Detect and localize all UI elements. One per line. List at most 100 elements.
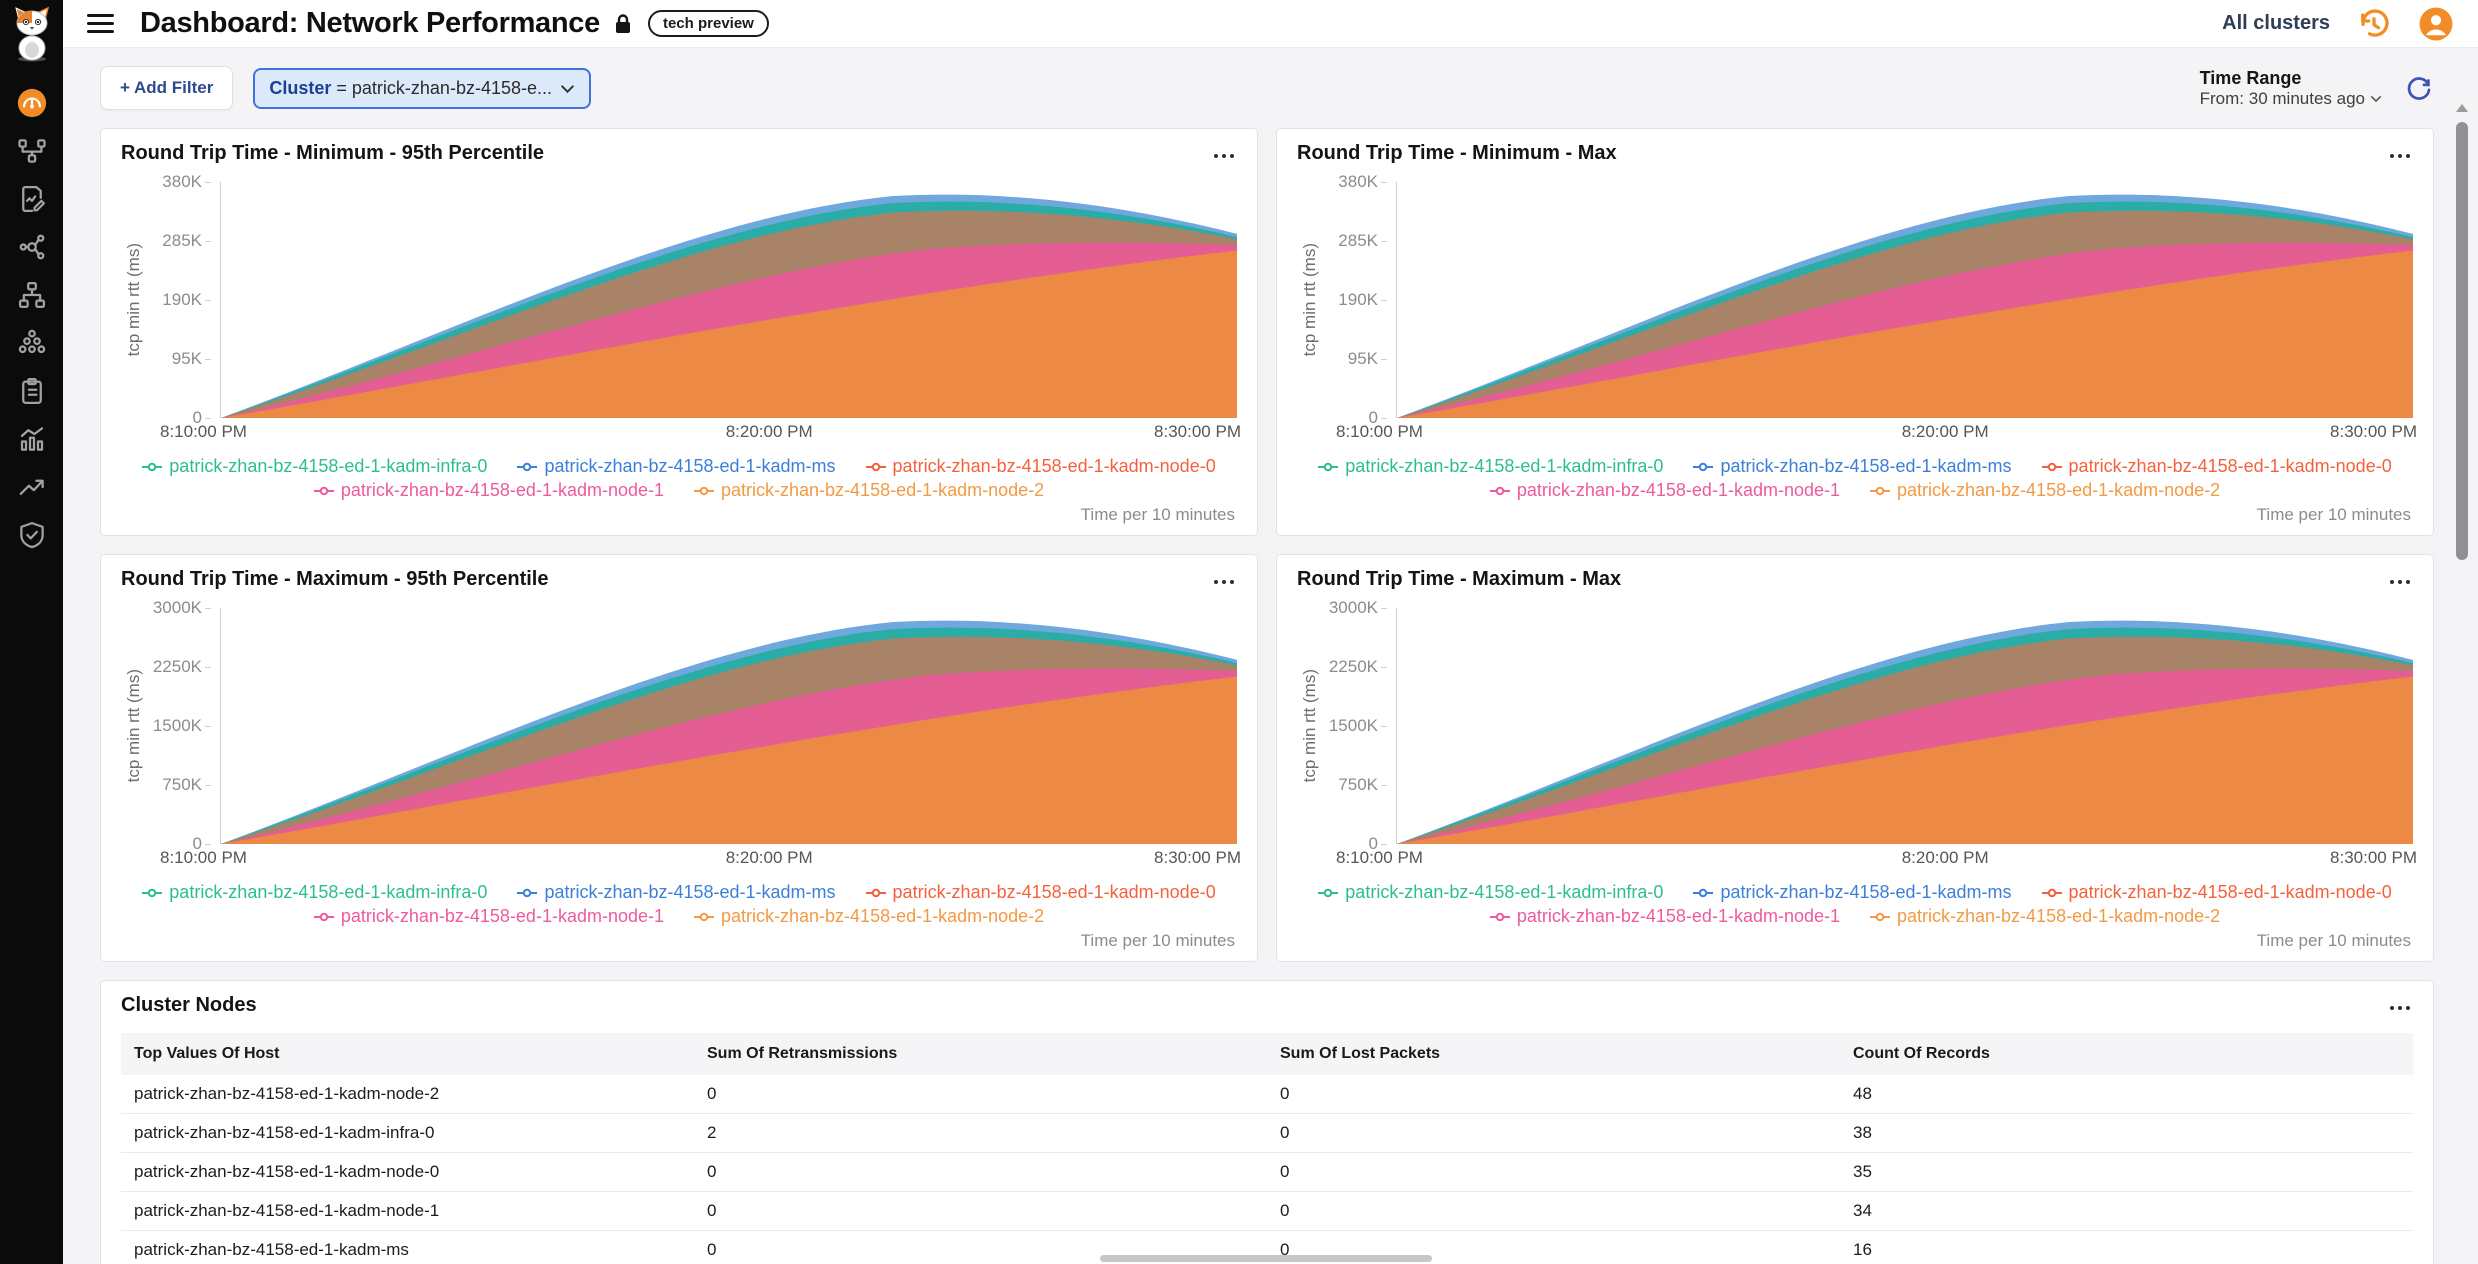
cluster-filter-chip[interactable]: Cluster = patrick-zhan-bz-4158-e...: [253, 67, 591, 109]
area-chart-plot[interactable]: [1396, 182, 2413, 418]
legend-item[interactable]: patrick-zhan-bz-4158-ed-1-kadm-node-1: [313, 906, 664, 927]
time-range-value[interactable]: From: 30 minutes ago: [2200, 89, 2382, 109]
page-title: Dashboard: Network Performance: [140, 7, 600, 39]
legend-item[interactable]: patrick-zhan-bz-4158-ed-1-kadm-node-1: [313, 480, 664, 501]
history-icon[interactable]: [2356, 6, 2392, 42]
table-row[interactable]: patrick-zhan-bz-4158-ed-1-kadm-node-1 0 0 3…: [121, 1191, 2413, 1231]
panel-menu-button[interactable]: [1211, 568, 1237, 594]
legend-item[interactable]: patrick-zhan-bz-4158-ed-1-kadm-node-2: [1870, 906, 2220, 927]
panel-menu-button[interactable]: [2387, 142, 2413, 168]
legend-item[interactable]: patrick-zhan-bz-4158-ed-1-kadm-infra-0: [142, 456, 487, 477]
legend-item[interactable]: patrick-zhan-bz-4158-ed-1-kadm-infra-0: [1318, 882, 1663, 903]
refresh-button[interactable]: [2404, 73, 2434, 103]
chart-panel: Round Trip Time - Minimum - 95th Percent…: [100, 128, 1258, 536]
sidebar-item-connections[interactable]: [15, 230, 49, 264]
table-row[interactable]: patrick-zhan-bz-4158-ed-1-kadm-node-0 0 0 3…: [121, 1152, 2413, 1192]
y-tick: 0: [192, 408, 212, 427]
x-tick: 8:20:00 PM: [1901, 848, 1989, 867]
series-marker-icon: [2041, 462, 2062, 471]
filter-bar: + Add Filter Cluster = patrick-zhan-bz-4…: [100, 64, 2434, 112]
x-tick: 8:20:00 PM: [725, 422, 813, 441]
column-header[interactable]: Sum Of Lost Packets: [1280, 1045, 1441, 1062]
sidebar-item-sitemap[interactable]: [15, 278, 49, 312]
area-chart-plot[interactable]: [220, 182, 1237, 418]
column-header[interactable]: Top Values Of Host: [134, 1045, 280, 1062]
horizontal-scrollbar-thumb[interactable]: [1100, 1255, 1432, 1262]
ellipsis-icon: [1214, 154, 1234, 158]
legend-item[interactable]: patrick-zhan-bz-4158-ed-1-kadm-node-1: [1489, 480, 1840, 501]
vertical-scrollbar[interactable]: [2455, 100, 2469, 1264]
area-chart-plot[interactable]: [1396, 608, 2413, 844]
legend-item[interactable]: patrick-zhan-bz-4158-ed-1-kadm-ms: [517, 882, 836, 903]
sidebar-item-tasks[interactable]: [15, 374, 49, 408]
table-row[interactable]: patrick-zhan-bz-4158-ed-1-kadm-node-2 0 0 4…: [121, 1075, 2413, 1114]
series-name: patrick-zhan-bz-4158-ed-1-kadm-ms: [1720, 882, 2012, 902]
x-tick: 8:30:00 PM: [1154, 848, 1241, 867]
legend-item[interactable]: patrick-zhan-bz-4158-ed-1-kadm-ms: [517, 456, 836, 477]
legend-item[interactable]: patrick-zhan-bz-4158-ed-1-kadm-node-0: [2041, 882, 2392, 903]
legend-item[interactable]: patrick-zhan-bz-4158-ed-1-kadm-node-0: [865, 456, 1216, 477]
series-marker-icon: [1693, 462, 1714, 471]
table-cell: 0: [1267, 1113, 1840, 1153]
series-marker-icon: [694, 486, 714, 495]
table-row[interactable]: patrick-zhan-bz-4158-ed-1-kadm-infra-0 2 0…: [121, 1113, 2413, 1153]
series-marker-icon: [694, 912, 714, 921]
sidebar-item-trends[interactable]: [15, 470, 49, 504]
chart-caption: Time per 10 minutes: [2256, 505, 2411, 524]
series-name: patrick-zhan-bz-4158-ed-1-kadm-node-0: [2068, 882, 2392, 902]
y-tick: 95K: [171, 349, 212, 368]
y-axis-label: tcp min rtt (ms): [124, 243, 143, 357]
clipboard-icon: [21, 378, 42, 404]
shield-check-icon: [19, 522, 44, 549]
y-tick: 190K: [162, 290, 211, 309]
column-header[interactable]: Count Of Records: [1853, 1045, 1990, 1062]
table-cell: 16: [1840, 1230, 2413, 1264]
sidebar-item-metrics[interactable]: [15, 422, 49, 456]
sidebar-item-dashboard[interactable]: [15, 86, 49, 120]
panel-menu-button[interactable]: [1211, 142, 1237, 168]
legend-item[interactable]: patrick-zhan-bz-4158-ed-1-kadm-infra-0: [1318, 456, 1663, 477]
legend-item[interactable]: patrick-zhan-bz-4158-ed-1-kadm-node-2: [694, 480, 1044, 501]
chart-title: Round Trip Time - Maximum - 95th Percent…: [121, 568, 549, 590]
y-tick: 0: [192, 834, 212, 853]
column-header[interactable]: Sum Of Retransmissions: [707, 1045, 898, 1062]
area-chart-plot[interactable]: [220, 608, 1237, 844]
cluster-nodes-table: Top Values Of Host Sum Of Retransmission…: [121, 1033, 2413, 1264]
user-avatar-icon[interactable]: [2418, 6, 2454, 42]
sidebar-item-cluster-group[interactable]: [15, 326, 49, 360]
document-edit-icon: [21, 186, 45, 212]
x-tick: 8:10:00 PM: [1336, 422, 1423, 441]
chart-caption: Time per 10 minutes: [1080, 505, 1235, 524]
legend-item[interactable]: patrick-zhan-bz-4158-ed-1-kadm-node-1: [1489, 906, 1840, 927]
y-tick: 285K: [1338, 231, 1387, 250]
series-marker-icon: [1489, 912, 1510, 921]
x-tick: 8:30:00 PM: [2330, 848, 2417, 867]
cluster-scope-selector[interactable]: All clusters: [2222, 12, 2330, 34]
table-cell: 0: [1267, 1152, 1840, 1192]
sidebar-item-topology[interactable]: [15, 134, 49, 168]
vertical-scrollbar-thumb[interactable]: [2456, 122, 2468, 560]
scroll-up-arrow[interactable]: [2456, 104, 2468, 112]
chart-title: Round Trip Time - Maximum - Max: [1297, 568, 1622, 590]
ellipsis-icon: [2390, 154, 2410, 158]
y-tick: 0: [1368, 408, 1388, 427]
cluster-nodes-panel: Cluster Nodes Top Values Of Host Sum Of …: [100, 980, 2434, 1264]
table-cell: 38: [1840, 1113, 2413, 1153]
legend-item[interactable]: patrick-zhan-bz-4158-ed-1-kadm-infra-0: [142, 882, 487, 903]
menu-icon[interactable]: [87, 14, 114, 33]
y-tick: 95K: [1347, 349, 1388, 368]
legend-item[interactable]: patrick-zhan-bz-4158-ed-1-kadm-node-0: [2041, 456, 2392, 477]
panel-menu-button[interactable]: [2387, 568, 2413, 594]
cat-logo[interactable]: [8, 6, 56, 62]
legend-item[interactable]: patrick-zhan-bz-4158-ed-1-kadm-ms: [1693, 882, 2012, 903]
add-filter-button[interactable]: + Add Filter: [100, 66, 234, 110]
sidebar-item-security[interactable]: [15, 518, 49, 552]
legend-item[interactable]: patrick-zhan-bz-4158-ed-1-kadm-node-2: [694, 906, 1044, 927]
legend-item[interactable]: patrick-zhan-bz-4158-ed-1-kadm-node-2: [1870, 480, 2220, 501]
series-name: patrick-zhan-bz-4158-ed-1-kadm-infra-0: [1345, 882, 1664, 902]
panel-menu-button[interactable]: [2387, 994, 2413, 1020]
series-marker-icon: [1870, 912, 1890, 921]
legend-item[interactable]: patrick-zhan-bz-4158-ed-1-kadm-ms: [1693, 456, 2012, 477]
legend-item[interactable]: patrick-zhan-bz-4158-ed-1-kadm-node-0: [865, 882, 1216, 903]
sidebar-item-reports[interactable]: [15, 182, 49, 216]
